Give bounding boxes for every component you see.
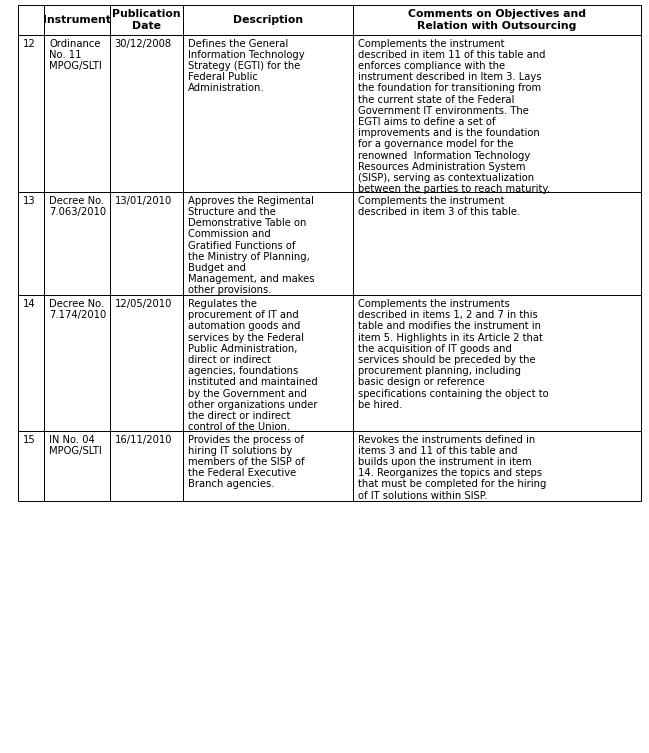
Bar — [183, 35, 352, 192]
Bar — [183, 5, 352, 35]
Text: 14: 14 — [23, 299, 36, 309]
Text: 13/01/2010: 13/01/2010 — [115, 196, 172, 206]
Text: Description: Description — [233, 15, 303, 25]
Bar — [110, 431, 183, 501]
Text: Defines the General
Information Technology
Strategy (EGTI) for the
Federal Publi: Defines the General Information Technolo… — [188, 38, 305, 93]
Text: 16/11/2010: 16/11/2010 — [115, 434, 172, 444]
Text: Publication
Date: Publication Date — [112, 9, 180, 31]
Text: Provides the process of
hiring IT solutions by
members of the SISP of
the Federa: Provides the process of hiring IT soluti… — [188, 434, 305, 489]
Bar — [44, 295, 110, 431]
Bar — [183, 431, 352, 501]
Bar — [110, 5, 183, 35]
Bar — [44, 35, 110, 192]
Bar — [183, 192, 352, 295]
Bar — [110, 192, 183, 295]
Text: Complements the instrument
described in item 11 of this table and
enforces compl: Complements the instrument described in … — [358, 38, 550, 194]
Text: Revokes the instruments defined in
items 3 and 11 of this table and
builds upon : Revokes the instruments defined in items… — [358, 434, 546, 501]
Bar — [18, 431, 44, 501]
Text: Comments on Objectives and
Relation with Outsourcing: Comments on Objectives and Relation with… — [408, 9, 586, 31]
Bar — [18, 5, 44, 35]
Text: Decree No.
7.063/2010: Decree No. 7.063/2010 — [49, 196, 106, 217]
Bar — [352, 5, 641, 35]
Text: Instrument: Instrument — [43, 15, 111, 25]
Text: Decree No.
7.174/2010: Decree No. 7.174/2010 — [49, 299, 106, 320]
Bar — [44, 431, 110, 501]
Text: 30/12/2008: 30/12/2008 — [115, 38, 172, 49]
Text: 12/05/2010: 12/05/2010 — [115, 299, 172, 309]
Bar — [110, 35, 183, 192]
Text: 13: 13 — [23, 196, 36, 206]
Text: Ordinance
No. 11
MPOG/SLTI: Ordinance No. 11 MPOG/SLTI — [49, 38, 102, 71]
Bar — [44, 192, 110, 295]
Text: Regulates the
procurement of IT and
automation goods and
services by the Federal: Regulates the procurement of IT and auto… — [188, 299, 318, 432]
Text: 15: 15 — [23, 434, 36, 444]
Bar — [352, 295, 641, 431]
Bar — [44, 5, 110, 35]
Bar — [352, 192, 641, 295]
Bar — [18, 295, 44, 431]
Text: IN No. 04
MPOG/SLTI: IN No. 04 MPOG/SLTI — [49, 434, 102, 456]
Text: Complements the instruments
described in items 1, 2 and 7 in this
table and modi: Complements the instruments described in… — [358, 299, 548, 410]
Bar — [110, 295, 183, 431]
Bar — [352, 35, 641, 192]
Text: 12: 12 — [23, 38, 36, 49]
Text: Complements the instrument
described in item 3 of this table.: Complements the instrument described in … — [358, 196, 520, 217]
Bar — [352, 431, 641, 501]
Bar — [18, 192, 44, 295]
Bar — [183, 295, 352, 431]
Text: Approves the Regimental
Structure and the
Demonstrative Table on
Commission and
: Approves the Regimental Structure and th… — [188, 196, 315, 295]
Bar — [18, 35, 44, 192]
